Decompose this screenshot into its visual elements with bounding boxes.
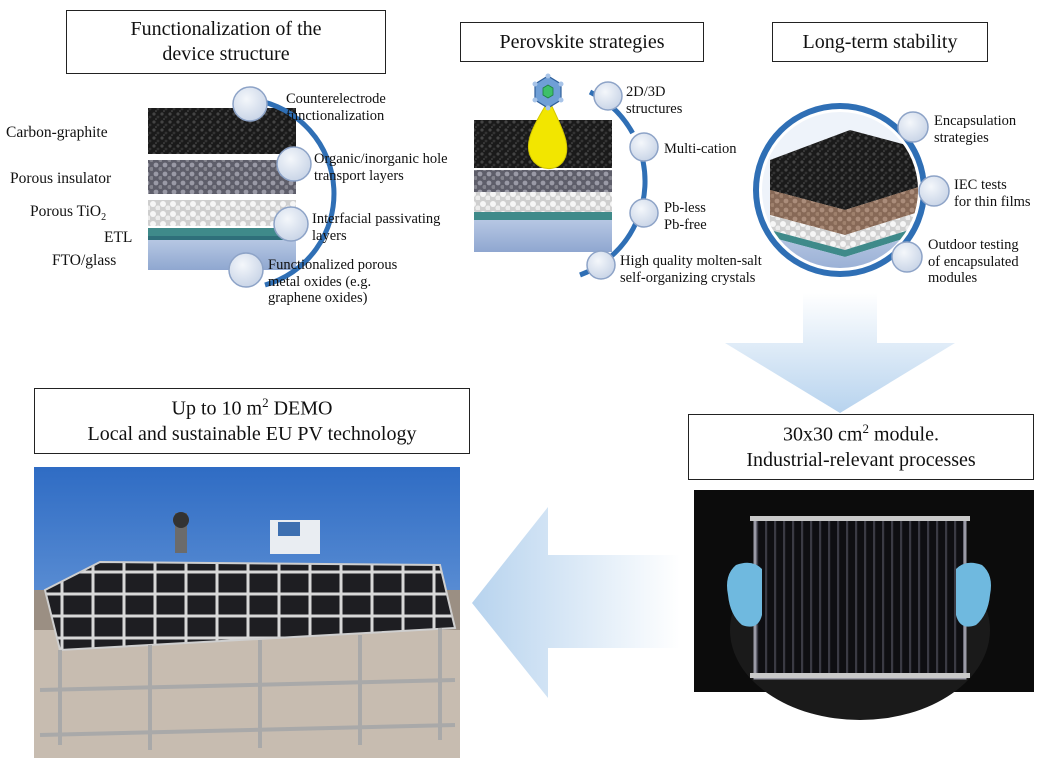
device-nodes (228, 86, 312, 288)
device-ring-arc (254, 97, 337, 288)
node-2d3d (593, 81, 623, 111)
layer-label-insulator: Porous insulator (10, 170, 112, 187)
title-module-line2: Industrial-relevant processes (746, 448, 976, 471)
encapsulated-stack (762, 112, 918, 268)
perovskite-droplet (527, 98, 568, 169)
title-perovskite: Perovskite strategies (460, 22, 704, 62)
layer-label-carbon: Carbon-graphite (6, 124, 108, 141)
crystal-structure-icon (532, 73, 564, 111)
node-molten-salt (586, 250, 616, 280)
stability-item-iec: IEC tests for thin films (954, 177, 1031, 210)
title-module-line1: 30x30 cm2 module. (783, 421, 939, 446)
node-counterelectrode (232, 86, 268, 122)
device-item-htl: Organic/inorganic hole transport layers (314, 151, 448, 184)
node-iec (918, 175, 950, 207)
title-stability-text: Long-term stability (802, 30, 958, 53)
module-panel (753, 516, 967, 680)
node-encapsulation (897, 111, 929, 143)
title-device-line2: device structure (162, 43, 290, 65)
node-outdoor (891, 241, 923, 273)
node-htl (276, 146, 312, 182)
module-photo (694, 490, 1034, 720)
device-item-porous-oxides: Functionalized porous metal oxides (e.g. g… (268, 257, 398, 307)
device-item-counterelectrode: Counterelectrode functionalization (286, 91, 386, 124)
demo-pv-array (43, 560, 457, 652)
tio2-layer (148, 200, 296, 226)
layer-label-fto: FTO/glass (52, 252, 117, 269)
node-multication (629, 132, 659, 162)
perovskite-item-2d3d: 2D/3D structures (626, 84, 683, 117)
title-device-line1: Functionalization of the (130, 18, 322, 40)
node-porous-oxides (228, 252, 264, 288)
title-demo-line1: Up to 10 m2 DEMO (171, 395, 333, 420)
node-pbfree (629, 198, 659, 228)
demo-photo (34, 467, 460, 758)
left-glove (727, 562, 762, 627)
etl-layer (148, 228, 296, 236)
perovskite-item-molten-salt: High quality molten-salt self-organizing … (620, 253, 762, 286)
title-device-structure: Functionalization of the device structur… (66, 10, 386, 74)
stability-nodes (891, 111, 950, 273)
arrow-left (472, 507, 680, 698)
layer-label-tio2: Porous TiO2 (30, 203, 107, 224)
perovskite-nodes (586, 81, 659, 280)
title-demo-line2: Local and sustainable EU PV technology (87, 422, 417, 445)
stability-item-outdoor: Outdoor testing of encapsulated modules (928, 237, 1019, 287)
device-stack (148, 108, 296, 270)
arrow-down (725, 293, 955, 413)
title-module: 30x30 cm2 module. Industrial-relevant pr… (688, 414, 1034, 480)
layer-label-etl: ETL (104, 229, 133, 246)
carbon-layer (148, 108, 296, 154)
insulator-layer (148, 160, 296, 194)
right-glove (956, 562, 991, 627)
perovskite-item-multication: Multi-cation (664, 141, 737, 157)
device-item-passivating: Interfacial passivating layers (312, 211, 441, 244)
stability-item-encapsulation: Encapsulation strategies (934, 113, 1017, 146)
title-demo: Up to 10 m2 DEMO Local and sustainable E… (34, 388, 470, 454)
title-stability: Long-term stability (772, 22, 988, 62)
perovskite-item-pb: Pb-less Pb-free (664, 200, 707, 233)
node-passivating (273, 206, 309, 242)
title-perovskite-text: Perovskite strategies (499, 30, 665, 53)
